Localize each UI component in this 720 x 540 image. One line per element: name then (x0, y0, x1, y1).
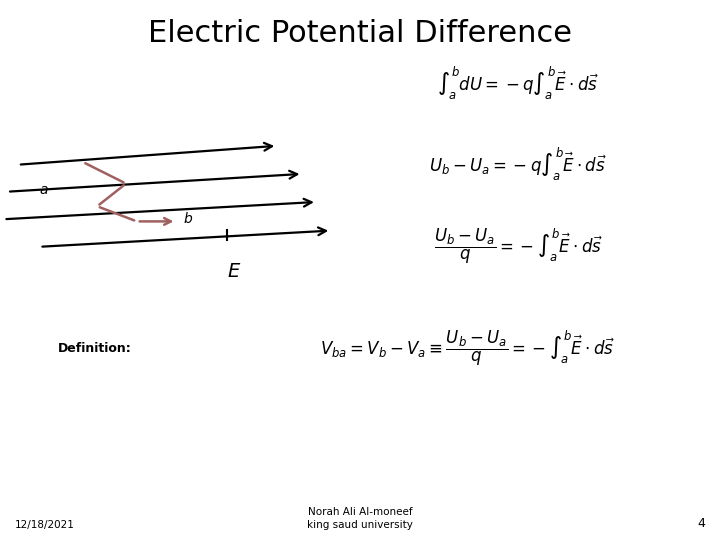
Text: $\dfrac{U_b - U_a}{q} = -\int_{a}^{b} \vec{E} \cdot d\vec{s}$: $\dfrac{U_b - U_a}{q} = -\int_{a}^{b} \v… (433, 226, 603, 266)
Text: b: b (184, 212, 192, 226)
Text: 12/18/2021: 12/18/2021 (14, 520, 74, 530)
Text: $E$: $E$ (227, 262, 241, 281)
Text: 4: 4 (698, 517, 706, 530)
Text: $\int_{a}^{b} dU = -q\int_{a}^{b} \vec{E} \cdot d\vec{s}$: $\int_{a}^{b} dU = -q\int_{a}^{b} \vec{E… (437, 65, 600, 102)
Text: $U_b - U_a = -q\int_{a}^{b} \vec{E} \cdot d\vec{s}$: $U_b - U_a = -q\int_{a}^{b} \vec{E} \cdo… (430, 146, 607, 183)
Text: Norah Ali Al-moneef
king saud university: Norah Ali Al-moneef king saud university (307, 507, 413, 530)
Text: $V_{ba} = V_b - V_a \equiv \dfrac{U_b - U_a}{q} = -\int_{a}^{b} \vec{E} \cdot d\: $V_{ba} = V_b - V_a \equiv \dfrac{U_b - … (320, 328, 616, 368)
Text: Electric Potential Difference: Electric Potential Difference (148, 19, 572, 48)
Text: a: a (40, 183, 48, 197)
Text: Definition:: Definition: (58, 342, 131, 355)
